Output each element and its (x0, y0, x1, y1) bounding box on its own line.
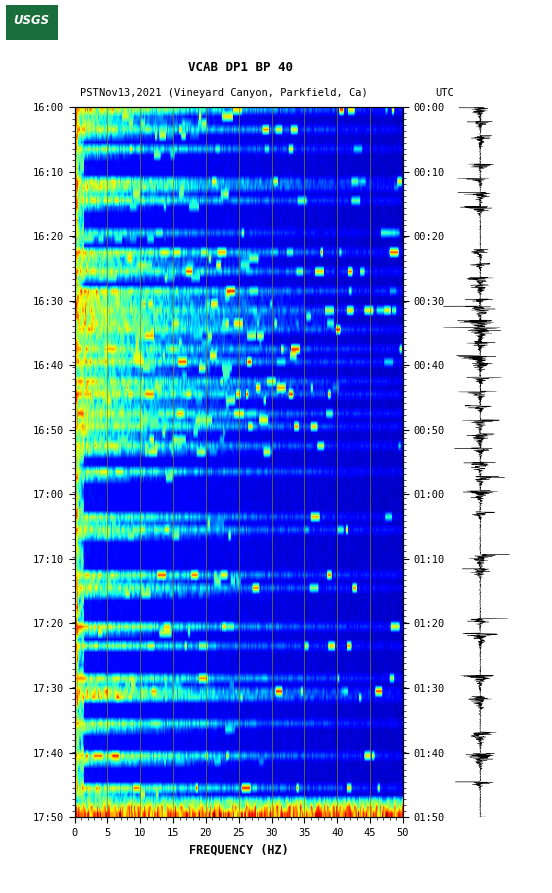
Text: Nov13,2021 (Vineyard Canyon, Parkfield, Ca): Nov13,2021 (Vineyard Canyon, Parkfield, … (99, 88, 368, 97)
Text: ≈: ≈ (11, 32, 22, 45)
Text: UTC: UTC (435, 88, 454, 97)
X-axis label: FREQUENCY (HZ): FREQUENCY (HZ) (189, 843, 289, 856)
Text: PST: PST (80, 88, 99, 97)
Text: USGS: USGS (14, 14, 50, 27)
FancyBboxPatch shape (6, 5, 58, 39)
Text: VCAB DP1 BP 40: VCAB DP1 BP 40 (188, 61, 293, 74)
